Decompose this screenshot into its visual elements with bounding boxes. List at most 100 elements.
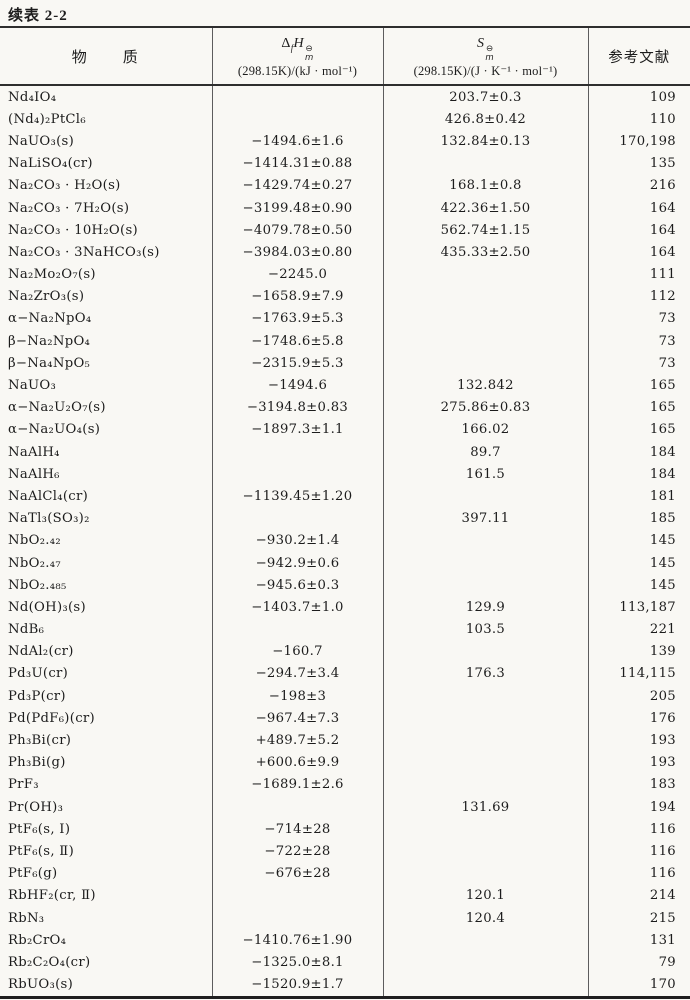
entropy-cell — [382, 685, 588, 708]
column-header-references: 参考文献 — [587, 27, 690, 85]
substance-cell: NaLiSO₄(cr) — [8, 156, 93, 172]
enthalpy-cell: −967.4±7.3 — [211, 707, 383, 730]
entropy-cell — [382, 929, 588, 952]
enthalpy-cell: −4079.78±0.50 — [211, 219, 383, 242]
enthalpy-cell — [211, 108, 383, 131]
entropy-cell: 166.02 — [382, 418, 588, 441]
enthalpy-cell: −160.7 — [211, 640, 383, 663]
reference-cell: 216 — [587, 174, 690, 197]
table-row: Nd₄IO₄ 203.7±0.3 109 — [0, 85, 690, 109]
entropy-cell: 89.7 — [382, 441, 588, 464]
substance-cell: NaAlCl₄(cr) — [8, 488, 89, 504]
entropy-standard-state-stack: ⊖ m — [485, 45, 494, 63]
substance-cell: Na₂CO₃ · H₂O(s) — [8, 178, 121, 194]
reference-cell: 176 — [587, 707, 690, 730]
reference-cell: 165 — [587, 374, 690, 397]
substance-cell: NaAlH₆ — [8, 466, 60, 482]
entropy-cell — [382, 773, 588, 796]
table-row: Pd₃P(cr) −198±3 205 — [0, 685, 690, 708]
table-row: RbUO₃(s) −1520.9±1.7 170 — [0, 973, 690, 998]
entropy-cell: 161.5 — [382, 463, 588, 486]
table-row: Pr(OH)₃ 131.69 194 — [0, 796, 690, 819]
table-row: (Nd₄)₂PtCl₆ 426.8±0.42 110 — [0, 108, 690, 131]
reference-cell: 184 — [587, 463, 690, 486]
enthalpy-cell — [211, 618, 383, 641]
reference-cell: 73 — [587, 307, 690, 331]
enthalpy-cell — [211, 884, 383, 907]
enthalpy-cell: −2245.0 — [211, 263, 383, 286]
enthalpy-H: H — [293, 36, 304, 52]
reference-cell: 165 — [587, 418, 690, 441]
entropy-cell — [382, 973, 588, 998]
column-header-substance: 物 质 — [0, 27, 212, 85]
table-body: Nd₄IO₄ 203.7±0.3 109 (Nd₄)₂PtCl₆ 426.8±0.42 1… — [0, 85, 690, 998]
substance-cell: Na₂CO₃ · 10H₂O(s) — [8, 222, 138, 238]
entropy-cell — [382, 707, 588, 730]
substance-cell: Nd(OH)₃(s) — [8, 599, 86, 615]
substance-cell: Pd₃U(cr) — [8, 666, 69, 682]
table-row: Rb₂C₂O₄(cr) −1325.0±8.1 79 — [0, 951, 690, 974]
reference-cell: 221 — [587, 618, 690, 641]
enthalpy-cell: −945.6±0.3 — [211, 574, 383, 597]
entropy-cell — [382, 862, 588, 885]
enthalpy-cell — [211, 441, 383, 464]
table-row: Na₂CO₃ · 7H₂O(s) −3199.48±0.90 422.36±1.50… — [0, 196, 690, 220]
substance-cell: NdB₆ — [8, 622, 45, 638]
column-header-entropy: S ⊖ m (298.15K)/(J · K⁻¹ · mol⁻¹) — [382, 27, 588, 85]
enthalpy-cell: −714±28 — [211, 818, 383, 841]
reference-cell: 145 — [587, 574, 690, 597]
entropy-cell — [382, 263, 588, 286]
reference-cell: 110 — [587, 108, 690, 131]
substance-cell: PtF₆(g) — [8, 866, 58, 882]
entropy-cell: 103.5 — [382, 618, 588, 641]
substance-cell: Na₂ZrO₃(s) — [8, 289, 85, 305]
enthalpy-symbol: ΔfH ⊖ m — [213, 33, 383, 63]
delta-symbol: Δ — [281, 36, 291, 52]
entropy-cell: 168.1±0.8 — [382, 174, 588, 197]
enthalpy-cell: −1414.31±0.88 — [211, 152, 383, 175]
standard-state-icon: ⊖ — [485, 44, 494, 55]
substance-cell: NaAlH₄ — [8, 444, 60, 460]
enthalpy-cell — [211, 507, 383, 530]
table-row: NaTl₃(SO₃)₂ 397.11 185 — [0, 507, 690, 530]
substance-cell: PtF₆(s, Ⅱ) — [8, 843, 75, 859]
table-row: PtF₆(s, Ⅰ) −714±28 116 — [0, 818, 690, 841]
enthalpy-cell: −1748.6±5.8 — [211, 330, 383, 353]
reference-cell: 113,187 — [587, 596, 690, 619]
reference-cell: 79 — [587, 951, 690, 974]
substance-cell: Nd₄IO₄ — [8, 89, 57, 105]
entropy-cell — [382, 818, 588, 841]
enthalpy-cell: −1139.45±1.20 — [211, 485, 383, 508]
substance-cell: (Nd₄)₂PtCl₆ — [8, 111, 86, 127]
reference-cell: 183 — [587, 773, 690, 796]
entropy-cell: 422.36±1.50 — [382, 196, 588, 220]
enthalpy-cell: −3199.48±0.90 — [211, 196, 383, 220]
table-row: NaAlH₄ 89.7 184 — [0, 441, 690, 464]
table-row: β−Na₄NpO₅ −2315.9±5.3 73 — [0, 352, 690, 375]
table-row: β−Na₂NpO₄ −1748.6±5.8 73 — [0, 330, 690, 353]
reference-cell: 194 — [587, 796, 690, 819]
enthalpy-cell: −3194.8±0.83 — [211, 396, 383, 419]
entropy-cell — [382, 352, 588, 375]
table-row: RbHF₂(cr, Ⅱ) 120.1 214 — [0, 884, 690, 907]
substance-cell: Rb₂C₂O₄(cr) — [8, 954, 91, 970]
substance-cell: PrF₃ — [8, 777, 39, 793]
entropy-cell — [382, 729, 588, 752]
substance-cell: Ph₃Bi(cr) — [8, 733, 72, 749]
reference-cell: 164 — [587, 219, 690, 242]
entropy-cell — [382, 951, 588, 974]
entropy-cell: 176.3 — [382, 662, 588, 686]
substance-cell: RbHF₂(cr, Ⅱ) — [8, 888, 96, 904]
table-header: 物 质 ΔfH ⊖ m (298.15K)/(kJ · mol⁻¹) S ⊖ m (29… — [0, 27, 690, 85]
reference-cell: 116 — [587, 818, 690, 841]
reference-cell: 181 — [587, 485, 690, 508]
table-row: Na₂CO₃ · H₂O(s) −1429.74±0.27 168.1±0.8 216 — [0, 174, 690, 197]
column-header-enthalpy: ΔfH ⊖ m (298.15K)/(kJ · mol⁻¹) — [211, 27, 383, 85]
substance-cell: Na₂CO₃ · 7H₂O(s) — [8, 200, 130, 216]
substance-cell: Ph₃Bi(g) — [8, 755, 66, 771]
reference-cell: 114,115 — [587, 662, 690, 686]
substance-cell: NaUO₃ — [8, 378, 57, 394]
substance-cell: RbN₃ — [8, 910, 45, 926]
entropy-cell — [382, 574, 588, 597]
table-row: PrF₃ −1689.1±2.6 183 — [0, 773, 690, 796]
